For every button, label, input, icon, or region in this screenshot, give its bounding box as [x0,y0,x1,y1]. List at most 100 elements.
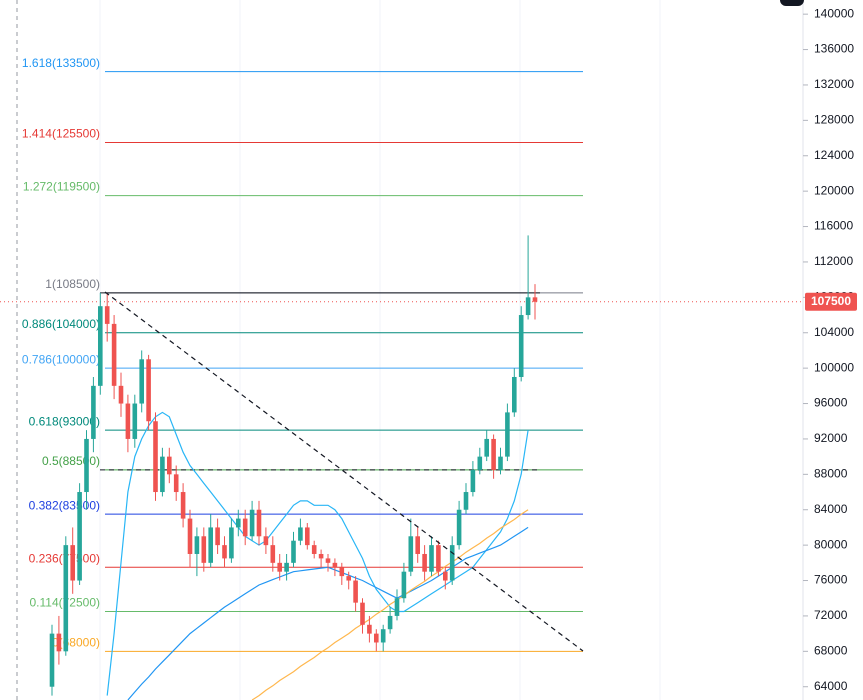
candle-body [339,567,345,577]
candle-body [160,456,165,493]
candle-body [118,385,124,404]
y-tick-label: 64000 [814,679,848,693]
y-tick-label: 76000 [814,573,848,587]
candle-body [49,633,55,687]
candle-body [139,359,144,404]
candle-body [346,576,351,581]
candle-body [256,509,262,537]
fib-label: 0.886(104000) [22,317,100,331]
candle-body [104,306,110,324]
y-tick-label: 84000 [814,502,848,516]
plot-area: 1.618(133500) 1.414(125500) 1.272(119500) 1… [0,56,803,700]
candle-body [146,359,151,422]
candle-body [270,545,276,563]
candle-body [63,545,69,652]
candle-body [284,562,289,572]
candle-body [277,562,282,572]
candle-body [387,615,393,630]
candle-body [443,571,448,581]
candle-body [380,629,386,643]
candle-body [325,558,331,563]
y-tick-label: 100000 [814,360,854,374]
y-tick-label: 68000 [814,643,848,657]
candle-body [70,545,75,581]
fib-label: 0.5(88500) [42,454,100,468]
candle-body [518,315,524,377]
last-price-tag [805,292,857,311]
candle-body [167,456,172,475]
y-tick-label: 140000 [814,6,854,20]
toolbar-icon[interactable] [780,0,804,6]
candle-body [305,527,310,546]
trend-line [104,291,584,652]
vertical-grid [99,0,661,700]
y-tick-label: 88000 [814,467,848,481]
y-tick-label: 128000 [814,113,854,127]
y-tick-label: 80000 [814,537,848,551]
y-tick-label: 112000 [814,254,853,268]
candle-body [415,536,420,554]
candle-body [125,403,131,439]
candle-body [311,545,317,554]
candle-body [229,527,234,559]
candle-body [394,598,400,616]
candle-body [208,527,213,563]
candle-body [222,545,227,559]
candle-body [98,306,103,386]
candle-body [332,562,338,568]
candle-body [477,456,483,470]
candle-body [532,297,538,302]
y-tick-label: 136000 [814,42,854,56]
fib-label: 1(108500) [45,277,100,291]
fib-label: 0.382(83500) [29,498,100,512]
candle-body [77,492,82,581]
candle-body [56,633,62,652]
candle-body [180,492,186,519]
candle-body [470,469,476,493]
fib-label: 1.618(133500) [22,56,100,70]
candle-body [291,540,296,563]
candle-body [429,545,434,572]
y-tick-label: 124000 [814,148,854,162]
candle-body [422,553,427,572]
candle-body [84,438,89,493]
candle-body [173,474,179,493]
candle-body [132,403,138,439]
candle-body [360,602,365,625]
candle-body [111,323,117,386]
fib-label: 1.272(119500) [23,180,100,194]
moving-average [106,411,529,696]
candle-body [153,421,158,493]
candle-body [215,527,220,546]
y-tick-label: 104000 [814,325,854,339]
candle-body [201,536,207,563]
y-tick-label: 132000 [814,77,854,91]
y-tick-label: 96000 [814,396,848,410]
y-tick-label: 92000 [814,431,848,445]
candle-body [249,509,255,537]
candle-body [263,536,269,546]
candle-body [512,376,517,413]
moving-average [251,509,529,700]
candle-body [401,571,407,599]
candle-body [318,553,324,559]
candle-body [194,536,200,554]
candle-body [187,518,193,554]
fib-label: 0.618(93000) [29,414,100,428]
candle-body [236,518,241,528]
candle-body [463,492,469,510]
candle-body [367,624,372,634]
candle-body [436,545,441,572]
fib-label: 1.414(125500) [22,127,100,141]
candle-body [456,509,462,546]
candle-body [374,633,379,643]
candle-body [505,412,510,457]
fib-label: 0.786(100000) [22,352,100,366]
candle-body [91,385,96,439]
candle-body [353,580,358,603]
candle-body [525,297,531,316]
candle-body [491,438,496,470]
y-tick-label: 120000 [814,183,854,197]
